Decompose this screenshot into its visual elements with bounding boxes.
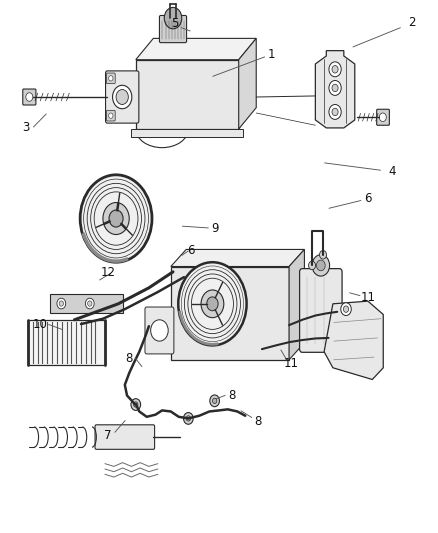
Circle shape [113,85,132,109]
Circle shape [109,113,113,118]
Circle shape [80,175,152,262]
Polygon shape [315,51,355,128]
Circle shape [212,398,217,403]
Circle shape [332,84,338,92]
Circle shape [26,93,33,101]
Polygon shape [136,38,256,60]
Circle shape [109,210,123,227]
Circle shape [343,306,349,312]
Circle shape [312,255,330,276]
Circle shape [329,104,341,119]
Circle shape [308,261,315,270]
Text: 10: 10 [33,318,48,330]
Text: 4: 4 [388,165,396,178]
Circle shape [131,399,141,410]
Circle shape [103,203,129,235]
Polygon shape [171,249,304,266]
FancyBboxPatch shape [23,89,36,105]
Circle shape [178,262,247,345]
Polygon shape [289,249,304,360]
Circle shape [316,260,325,271]
Text: 6: 6 [364,192,372,205]
FancyBboxPatch shape [95,425,155,449]
Polygon shape [131,129,243,137]
Circle shape [332,108,338,116]
Circle shape [320,251,327,259]
Circle shape [109,76,113,81]
Circle shape [207,297,218,311]
Text: 8: 8 [126,352,133,365]
Circle shape [332,66,338,73]
Circle shape [341,303,351,316]
Polygon shape [324,301,383,379]
FancyBboxPatch shape [136,60,239,129]
FancyBboxPatch shape [28,320,105,365]
Circle shape [57,298,66,309]
Circle shape [186,416,191,421]
Circle shape [88,301,92,306]
FancyBboxPatch shape [159,15,187,43]
Circle shape [329,80,341,95]
Text: 11: 11 [360,291,375,304]
Text: 3: 3 [22,122,29,134]
Text: 8: 8 [229,389,236,402]
Polygon shape [239,38,256,129]
Circle shape [151,320,168,341]
Text: 7: 7 [103,430,111,442]
FancyBboxPatch shape [106,71,139,123]
Text: 12: 12 [101,266,116,279]
Circle shape [116,90,128,104]
FancyBboxPatch shape [50,294,123,313]
Circle shape [329,62,341,77]
Text: 6: 6 [187,244,194,257]
Circle shape [164,7,182,29]
Text: 5: 5 [171,18,178,30]
Circle shape [201,290,224,318]
Text: 11: 11 [284,357,299,370]
Circle shape [184,413,193,424]
FancyBboxPatch shape [377,109,389,125]
FancyBboxPatch shape [171,266,289,360]
Text: 8: 8 [255,415,262,427]
Circle shape [379,113,386,122]
Text: 2: 2 [408,16,416,29]
Text: 9: 9 [212,222,219,235]
Circle shape [59,301,64,306]
Text: 1: 1 [268,48,276,61]
Circle shape [210,395,219,407]
Circle shape [134,402,138,407]
FancyBboxPatch shape [106,73,115,84]
FancyBboxPatch shape [145,307,174,354]
Circle shape [85,298,94,309]
FancyBboxPatch shape [106,110,115,121]
FancyBboxPatch shape [300,269,342,352]
